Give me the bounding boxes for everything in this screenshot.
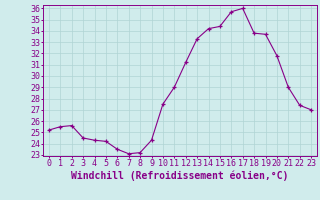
- X-axis label: Windchill (Refroidissement éolien,°C): Windchill (Refroidissement éolien,°C): [71, 171, 289, 181]
